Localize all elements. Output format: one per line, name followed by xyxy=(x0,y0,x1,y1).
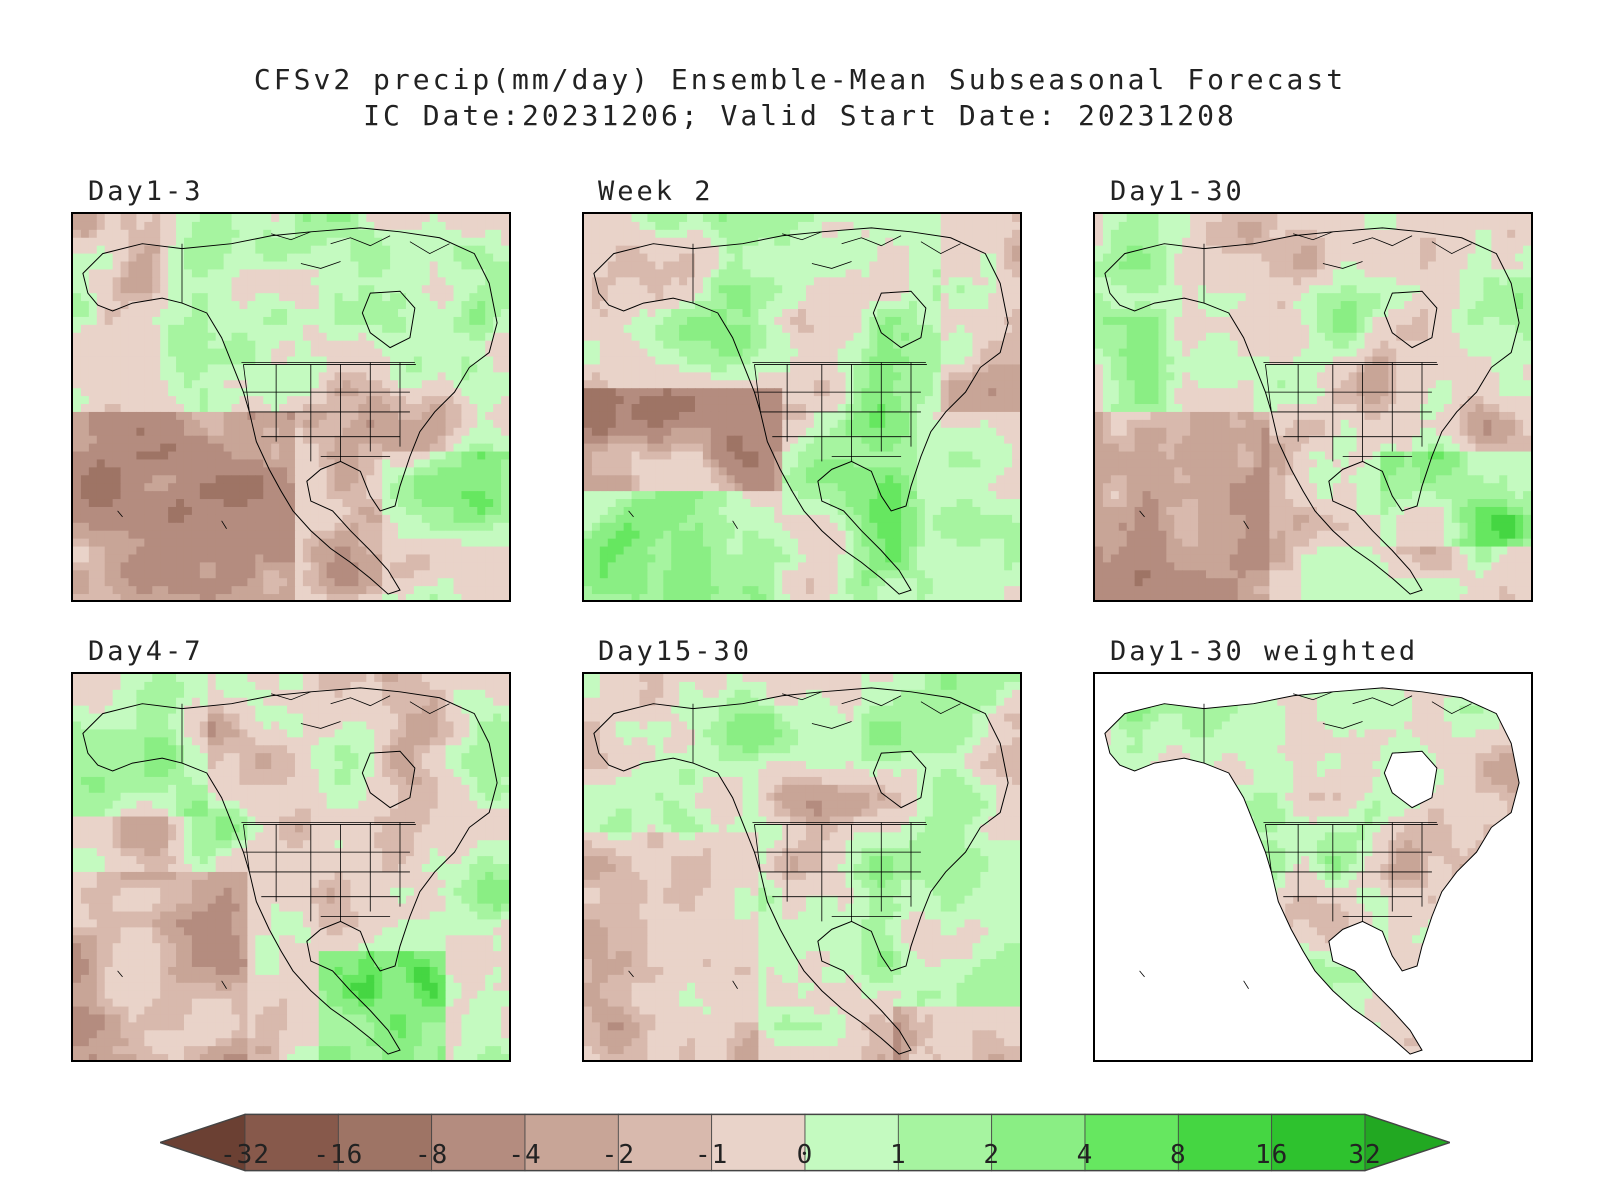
coastline xyxy=(82,227,498,595)
precip-field xyxy=(1095,214,1531,600)
map-panel-day15-30 xyxy=(582,672,1022,1062)
colorbar-box xyxy=(711,1113,806,1172)
colorbar-box xyxy=(1084,1113,1179,1172)
colorbar-tick-label: 0 xyxy=(796,1140,814,1170)
hudson-bay-outline xyxy=(1383,290,1438,349)
colorbar-box xyxy=(1271,1113,1366,1172)
precip-field xyxy=(1104,687,1520,1055)
panel-label-day15-30: Day15-30 xyxy=(598,636,753,667)
coastline xyxy=(593,227,1009,595)
title-line-1: CFSv2 precip(mm/day) Ensemble-Mean Subse… xyxy=(253,63,1347,96)
islands-outline xyxy=(1139,691,1472,989)
panel-label-day1-3: Day1-3 xyxy=(88,176,204,207)
figure-title: CFSv2 precip(mm/day) Ensemble-Mean Subse… xyxy=(0,62,1600,134)
colorbar-tick-label: 16 xyxy=(1255,1140,1289,1170)
islands-outline xyxy=(117,691,450,989)
panel-label-day1-30: Day1-30 xyxy=(1110,176,1245,207)
political-borders xyxy=(181,703,416,922)
coastline xyxy=(1104,227,1520,595)
colorbar-tick-label: 8 xyxy=(1170,1140,1187,1170)
political-borders xyxy=(1203,703,1438,922)
hudson-bay-outline xyxy=(872,290,927,349)
coastline xyxy=(1104,687,1520,1055)
colorbar-tick-label: -16 xyxy=(313,1140,364,1170)
map-panel-day1-30 xyxy=(1093,212,1533,602)
colorbar-tick-label: -32 xyxy=(220,1140,270,1170)
colorbar-tick-label: -4 xyxy=(508,1140,542,1170)
map-panel-day4-7 xyxy=(71,672,511,1062)
coastline xyxy=(82,687,498,1055)
map-panel-day1-30-weighted xyxy=(1093,672,1533,1062)
colorbar-box xyxy=(804,1113,899,1172)
colorbar-tick-label: -1 xyxy=(695,1140,729,1170)
colorbar-tick-label: 2 xyxy=(983,1140,1000,1170)
islands-outline xyxy=(1139,231,1472,529)
precip-field xyxy=(584,674,1020,1060)
title-line-2: IC Date:20231206; Valid Start Date: 2023… xyxy=(363,99,1237,132)
colorbar-right-arrow xyxy=(1364,1113,1450,1172)
hudson-bay-outline xyxy=(361,290,416,349)
precip-colorbar xyxy=(160,1113,1450,1172)
hudson-bay-outline xyxy=(872,750,927,809)
colorbar-box xyxy=(431,1113,526,1172)
precip-field xyxy=(584,214,1020,600)
islands-outline xyxy=(117,231,450,529)
colorbar-box xyxy=(524,1113,619,1172)
hudson-bay-outline xyxy=(1383,750,1438,809)
political-borders xyxy=(692,703,927,922)
map-panel-week2 xyxy=(582,212,1022,602)
panel-label-week2: Week 2 xyxy=(598,176,714,207)
colorbar-tick-label: 4 xyxy=(1076,1140,1094,1170)
panel-label-day1-30-weighted: Day1-30 weighted xyxy=(1110,636,1419,667)
colorbar-tick-label: -2 xyxy=(601,1140,635,1170)
map-panel-day1-3 xyxy=(71,212,511,602)
colorbar-tick-label: 1 xyxy=(890,1140,907,1170)
colorbar-box xyxy=(244,1113,339,1172)
colorbar-box xyxy=(337,1113,433,1172)
political-borders xyxy=(181,243,416,462)
colorbar-box xyxy=(897,1113,993,1172)
islands-outline xyxy=(628,691,961,989)
colorbar-box xyxy=(1177,1113,1273,1172)
precip-field xyxy=(73,214,509,600)
colorbar-tick-label: 32 xyxy=(1348,1140,1382,1170)
panel-label-day4-7: Day4-7 xyxy=(88,636,204,667)
islands-outline xyxy=(628,231,961,529)
political-borders xyxy=(692,243,927,462)
colorbar-box xyxy=(991,1113,1086,1172)
hudson-bay-outline xyxy=(361,750,416,809)
colorbar-tick-label: -8 xyxy=(415,1140,449,1170)
coastline xyxy=(593,687,1009,1055)
political-borders xyxy=(1203,243,1438,462)
precip-field xyxy=(73,674,509,1060)
